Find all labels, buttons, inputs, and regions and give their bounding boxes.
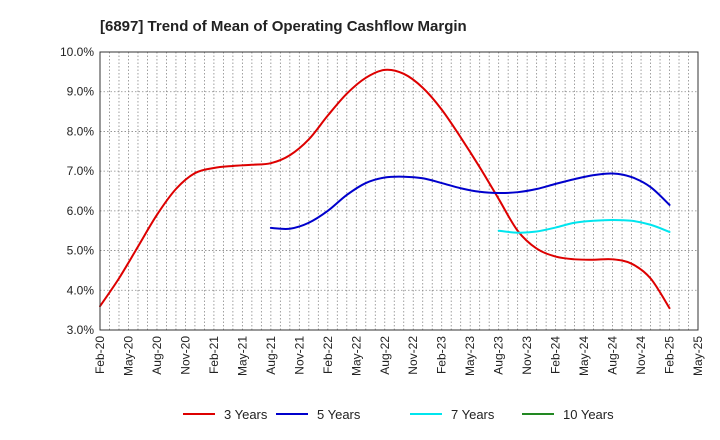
x-tick-label: Nov-22 bbox=[406, 336, 420, 375]
y-tick-label: 10.0% bbox=[60, 45, 94, 59]
x-tick-label: Nov-24 bbox=[634, 336, 648, 375]
series-line-5-years bbox=[269, 172, 671, 230]
x-tick-label: Feb-21 bbox=[207, 336, 221, 374]
x-tick-label: Feb-20 bbox=[93, 336, 107, 374]
x-axis: Feb-20 May-20 Aug-20 Nov-20 Feb-21 May-21 Aug-… bbox=[93, 336, 705, 376]
series-layer bbox=[99, 68, 671, 310]
x-tick-label: Aug-24 bbox=[606, 336, 620, 375]
series-line-3-years bbox=[99, 68, 671, 310]
y-axis: 3.0% 4.0% 5.0% 6.0% 7.0% 8.0% 9.0% 10.0% bbox=[60, 45, 94, 337]
y-tick-label: 7.0% bbox=[67, 164, 95, 178]
series-line-7-years bbox=[497, 218, 671, 234]
y-tick-label: 4.0% bbox=[67, 283, 95, 297]
legend-label-7-years: 7 Years bbox=[451, 407, 495, 422]
y-tick-label: 5.0% bbox=[67, 244, 95, 258]
legend-label-10-years: 10 Years bbox=[563, 407, 614, 422]
x-tick-label: Aug-20 bbox=[150, 336, 164, 375]
y-tick-label: 9.0% bbox=[67, 85, 95, 99]
x-tick-label: May-25 bbox=[691, 336, 705, 376]
x-tick-label: Aug-23 bbox=[492, 336, 506, 375]
x-tick-label: May-23 bbox=[463, 336, 477, 376]
legend: 3 Years 5 Years 7 Years 10 Years bbox=[183, 407, 614, 422]
x-tick-label: Feb-22 bbox=[321, 336, 335, 374]
x-tick-label: May-20 bbox=[121, 336, 135, 376]
x-tick-label: May-21 bbox=[235, 336, 249, 376]
y-tick-label: 8.0% bbox=[67, 124, 95, 138]
x-tick-label: Feb-25 bbox=[663, 336, 677, 374]
x-tick-label: May-24 bbox=[577, 336, 591, 376]
y-tick-label: 6.0% bbox=[67, 204, 95, 218]
chart-title: [6897] Trend of Mean of Operating Cashfl… bbox=[100, 18, 467, 35]
plot-frame bbox=[99, 51, 699, 331]
x-tick-label: Nov-20 bbox=[178, 336, 192, 375]
legend-label-3-years: 3 Years bbox=[224, 407, 268, 422]
x-tick-label: Nov-21 bbox=[292, 336, 306, 375]
x-tick-label: Nov-23 bbox=[520, 336, 534, 375]
x-tick-label: May-22 bbox=[349, 336, 363, 376]
legend-label-5-years: 5 Years bbox=[317, 407, 361, 422]
y-tick-label: 3.0% bbox=[67, 323, 95, 337]
x-tick-label: Feb-24 bbox=[549, 336, 563, 374]
x-tick-label: Aug-21 bbox=[264, 336, 278, 375]
grid-layer bbox=[100, 52, 698, 330]
x-tick-label: Feb-23 bbox=[435, 336, 449, 374]
x-tick-label: Aug-22 bbox=[378, 336, 392, 375]
